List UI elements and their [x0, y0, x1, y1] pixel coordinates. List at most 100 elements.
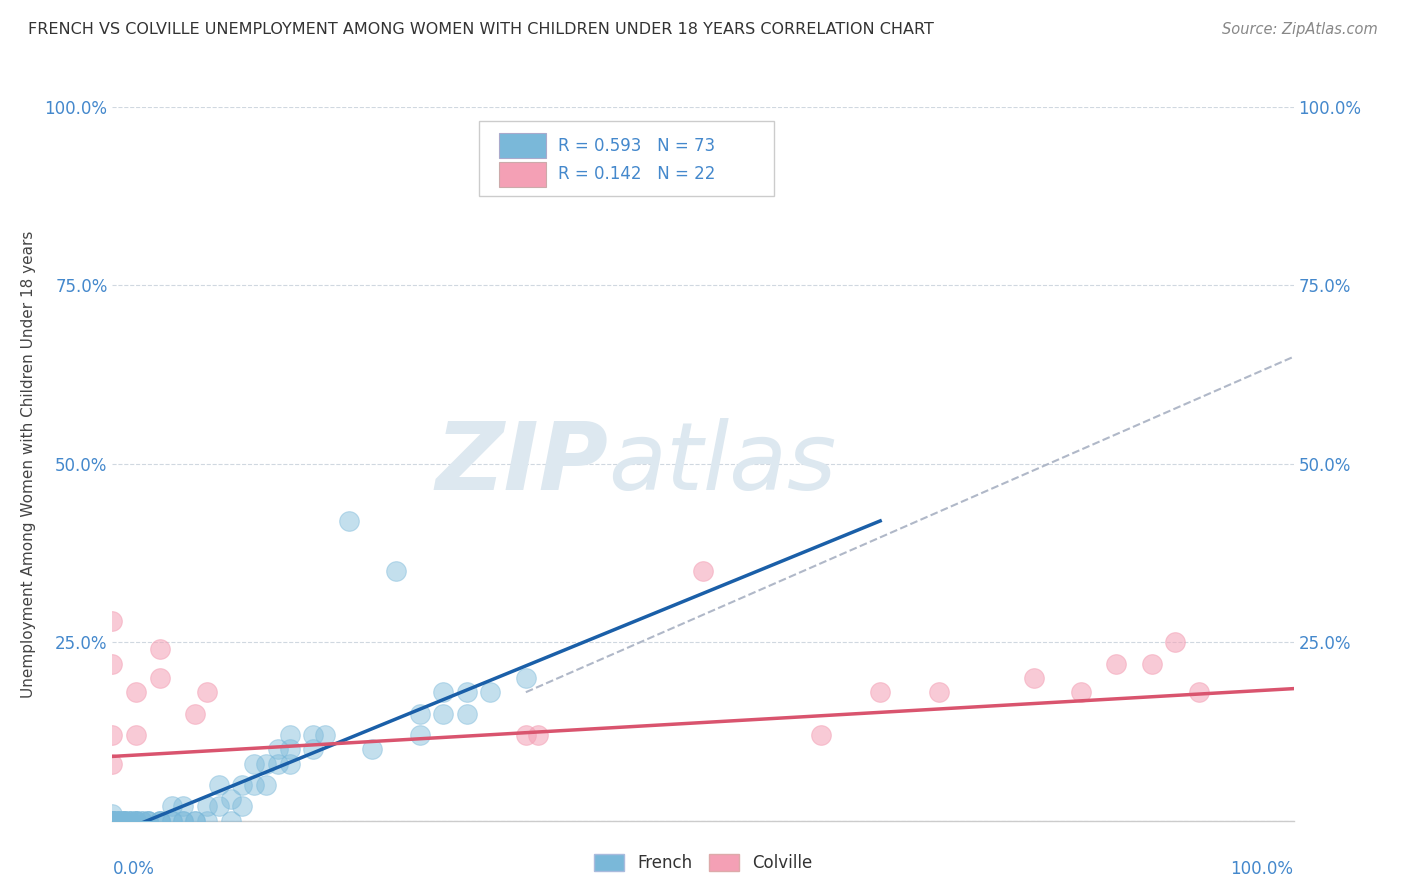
- Point: [101, 814, 124, 828]
- Point: [107, 814, 129, 828]
- Point: [131, 814, 153, 828]
- Point: [302, 728, 325, 742]
- Point: [243, 778, 266, 792]
- Point: [101, 814, 124, 828]
- Point: [131, 814, 153, 828]
- Point: [149, 814, 172, 828]
- Point: [120, 814, 142, 828]
- Point: [810, 728, 832, 742]
- Point: [160, 814, 183, 828]
- Point: [101, 814, 124, 828]
- Text: atlas: atlas: [609, 418, 837, 509]
- Point: [302, 742, 325, 756]
- Point: [432, 685, 454, 699]
- Point: [112, 814, 135, 828]
- Point: [101, 806, 124, 821]
- Point: [208, 799, 231, 814]
- Point: [172, 814, 194, 828]
- Text: R = 0.142   N = 22: R = 0.142 N = 22: [558, 165, 716, 183]
- Point: [107, 814, 129, 828]
- Point: [120, 814, 142, 828]
- Point: [1188, 685, 1211, 699]
- Bar: [499, 134, 546, 159]
- Point: [101, 814, 124, 828]
- Point: [1164, 635, 1187, 649]
- Point: [112, 814, 135, 828]
- Point: [136, 814, 159, 828]
- Point: [125, 814, 148, 828]
- Point: [869, 685, 891, 699]
- Point: [456, 685, 478, 699]
- Point: [101, 657, 124, 671]
- Point: [385, 564, 408, 578]
- Text: 100.0%: 100.0%: [1230, 860, 1294, 878]
- Text: FRENCH VS COLVILLE UNEMPLOYMENT AMONG WOMEN WITH CHILDREN UNDER 18 YEARS CORRELA: FRENCH VS COLVILLE UNEMPLOYMENT AMONG WO…: [28, 22, 934, 37]
- Point: [160, 799, 183, 814]
- Point: [136, 814, 159, 828]
- Point: [254, 756, 277, 771]
- Point: [101, 756, 124, 771]
- Y-axis label: Unemployment Among Women with Children Under 18 years: Unemployment Among Women with Children U…: [21, 230, 37, 698]
- Text: R = 0.593   N = 73: R = 0.593 N = 73: [558, 136, 714, 154]
- Point: [101, 814, 124, 828]
- Point: [515, 728, 537, 742]
- Point: [526, 728, 548, 742]
- Point: [101, 814, 124, 828]
- Point: [125, 685, 148, 699]
- Point: [195, 799, 218, 814]
- Point: [928, 685, 950, 699]
- Point: [101, 814, 124, 828]
- Point: [1140, 657, 1163, 671]
- Point: [125, 728, 148, 742]
- Point: [101, 814, 124, 828]
- Point: [125, 814, 148, 828]
- Point: [254, 778, 277, 792]
- Point: [149, 642, 172, 657]
- Point: [112, 814, 135, 828]
- Point: [149, 671, 172, 685]
- Point: [107, 814, 129, 828]
- Point: [184, 706, 207, 721]
- Point: [361, 742, 384, 756]
- Bar: [499, 162, 546, 187]
- Legend: French, Colville: French, Colville: [585, 846, 821, 880]
- Point: [1070, 685, 1092, 699]
- Point: [314, 728, 336, 742]
- Point: [101, 728, 124, 742]
- Point: [120, 814, 142, 828]
- Point: [172, 814, 194, 828]
- Point: [1105, 657, 1128, 671]
- Text: 0.0%: 0.0%: [112, 860, 155, 878]
- Point: [101, 614, 124, 628]
- Point: [231, 799, 253, 814]
- FancyBboxPatch shape: [478, 121, 773, 196]
- Point: [184, 814, 207, 828]
- Point: [1022, 671, 1045, 685]
- Point: [136, 814, 159, 828]
- Point: [278, 756, 301, 771]
- Point: [337, 514, 360, 528]
- Point: [231, 778, 253, 792]
- Point: [160, 814, 183, 828]
- Text: ZIP: ZIP: [436, 417, 609, 510]
- Point: [208, 778, 231, 792]
- Point: [479, 685, 502, 699]
- Point: [195, 814, 218, 828]
- Point: [408, 706, 430, 721]
- Point: [515, 671, 537, 685]
- Point: [125, 814, 148, 828]
- Point: [219, 814, 242, 828]
- Point: [278, 742, 301, 756]
- Point: [107, 814, 129, 828]
- Point: [692, 564, 714, 578]
- Point: [184, 814, 207, 828]
- Point: [101, 814, 124, 828]
- Point: [112, 814, 135, 828]
- Point: [112, 814, 135, 828]
- Point: [149, 814, 172, 828]
- Point: [432, 706, 454, 721]
- Point: [278, 728, 301, 742]
- Point: [125, 814, 148, 828]
- Point: [456, 706, 478, 721]
- Point: [408, 728, 430, 742]
